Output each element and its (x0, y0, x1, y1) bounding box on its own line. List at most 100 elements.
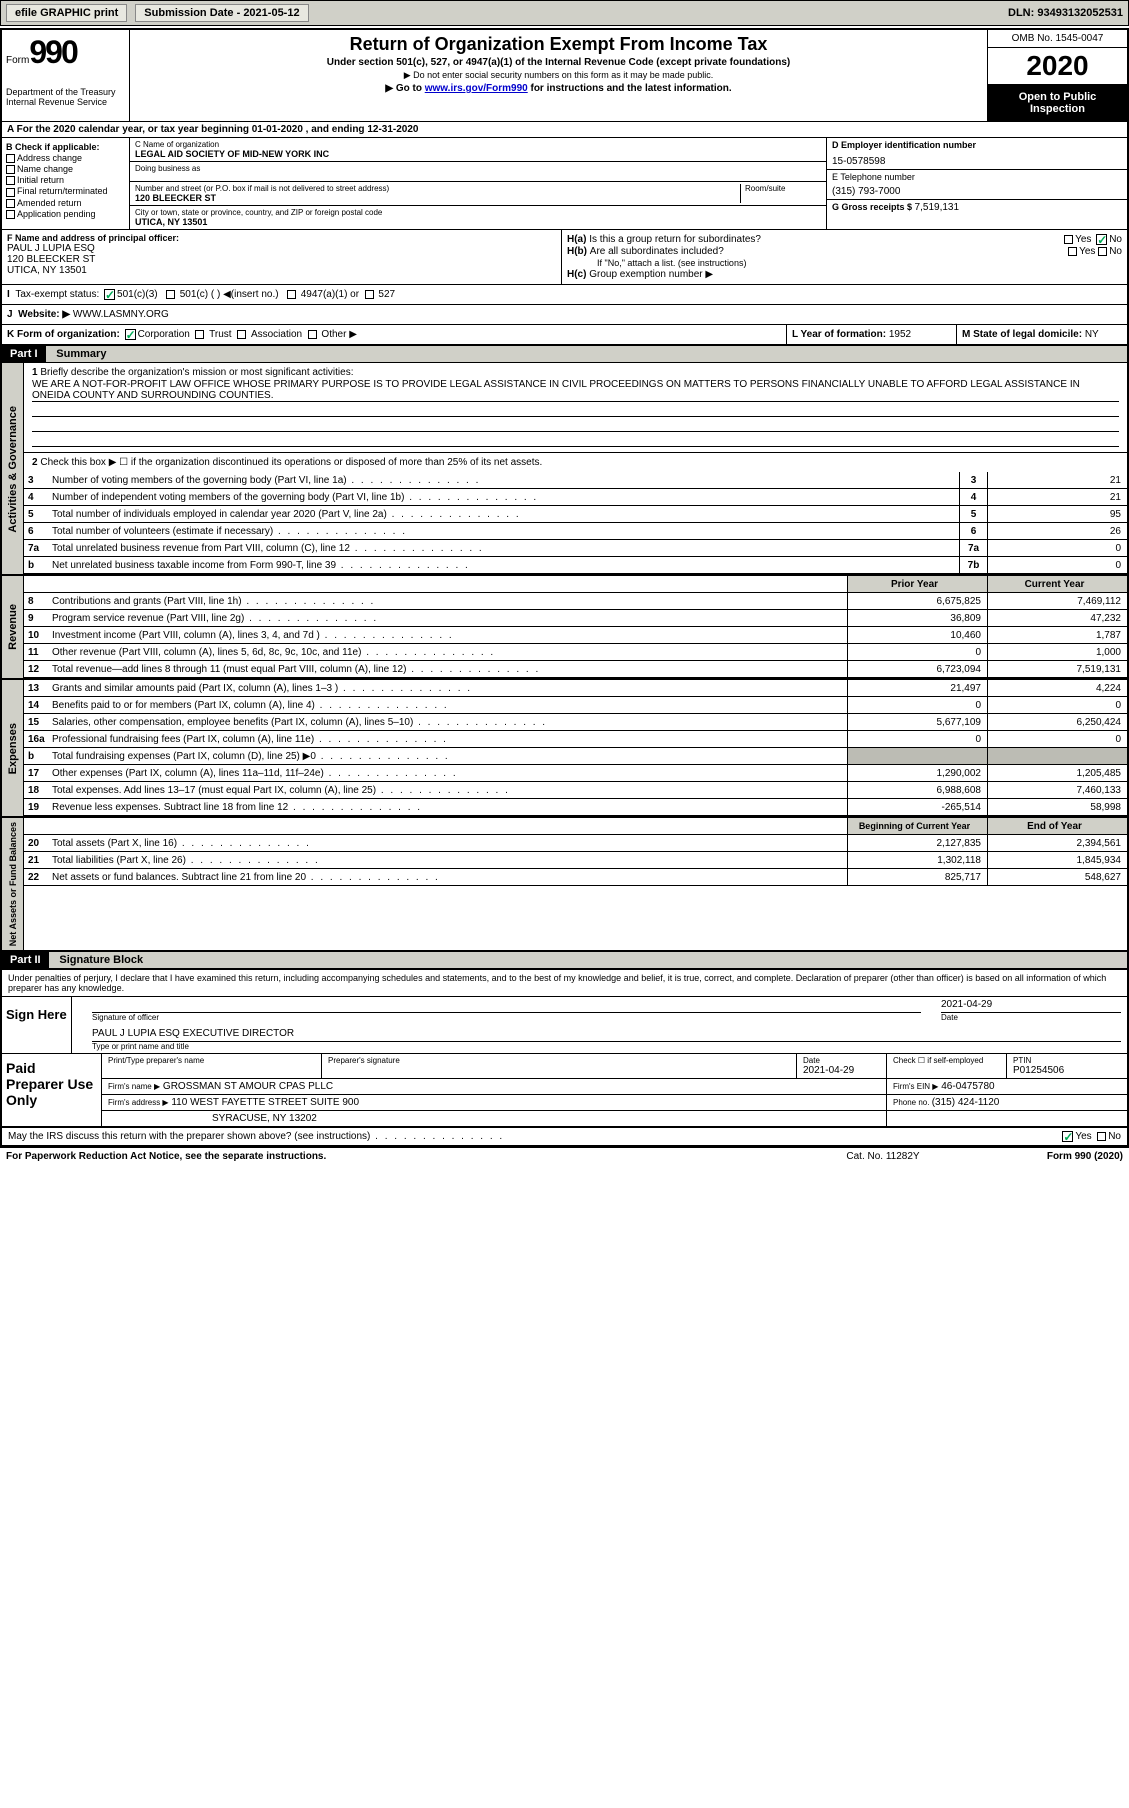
line-18: 18 Total expenses. Add lines 13–17 (must… (24, 782, 1127, 799)
line-16a: 16a Professional fundraising fees (Part … (24, 731, 1127, 748)
section-f: F Name and address of principal officer:… (2, 230, 562, 284)
ein-row: D Employer identification number 15-0578… (827, 138, 1127, 170)
form-id-block: Form 990 Department of the Treasury Inte… (2, 30, 130, 121)
line-9: 9 Program service revenue (Part VIII, li… (24, 610, 1127, 627)
officer-street: 120 BLEECKER ST (7, 254, 556, 265)
cb-initial-return: Initial return (6, 175, 125, 185)
section-k: K Form of organization: Corporation Trus… (2, 325, 787, 344)
sign-here-label: Sign Here (2, 997, 72, 1053)
cb-amended-return: Amended return (6, 198, 125, 208)
section-l: L Year of formation: 1952 (787, 325, 957, 344)
section-i: I Tax-exempt status: 501(c)(3) 501(c) ( … (2, 285, 1127, 305)
line-b: b Net unrelated business taxable income … (24, 557, 1127, 574)
city-row: City or town, state or province, country… (130, 206, 826, 229)
perjury-declaration: Under penalties of perjury, I declare th… (2, 970, 1127, 997)
officer-city: UTICA, NY 13501 (7, 265, 556, 276)
form-header: Form 990 Department of the Treasury Inte… (2, 30, 1127, 122)
section-j: J Website: ▶ WWW.LASMNY.ORG (2, 305, 1127, 325)
net-assets-section: Net Assets or Fund Balances Beginning of… (2, 818, 1127, 952)
form-subtitle-2: ▶ Do not enter social security numbers o… (134, 70, 983, 81)
expenses-section: Expenses 13 Grants and similar amounts p… (2, 680, 1127, 818)
sign-date: 2021-04-29 (941, 999, 1121, 1013)
line-1: 1 Briefly describe the organization's mi… (24, 363, 1127, 452)
gross-row: G Gross receipts $ 7,519,131 (827, 200, 1127, 224)
line-a: A For the 2020 calendar year, or tax yea… (2, 122, 1127, 138)
city-state-zip: UTICA, NY 13501 (135, 217, 821, 227)
section-m: M State of legal domicile: NY (957, 325, 1127, 344)
section-c: C Name of organization LEGAL AID SOCIETY… (130, 138, 827, 229)
tax-year: 2020 (988, 48, 1127, 85)
cb-name-change: Name change (6, 164, 125, 174)
form-word: Form (6, 55, 29, 66)
line-2: 2 Check this box ▶ ☐ if the organization… (24, 452, 1127, 472)
cb-address-change: Address change (6, 153, 125, 163)
line-14: 14 Benefits paid to or for members (Part… (24, 697, 1127, 714)
cat-number: Cat. No. 11282Y (783, 1151, 983, 1162)
dln: DLN: 93493132052531 (1008, 7, 1123, 19)
firm-name: GROSSMAN ST AMOUR CPAS PLLC (163, 1081, 333, 1092)
cb-final-return: Final return/terminated (6, 186, 125, 196)
line-19: 19 Revenue less expenses. Subtract line … (24, 799, 1127, 816)
street-row: Number and street (or P.O. box if mail i… (130, 182, 826, 206)
firm-phone: (315) 424-1120 (932, 1097, 1000, 1108)
rev-header-row: Prior Year Current Year (24, 576, 1127, 593)
cb-application-pending: Application pending (6, 209, 125, 219)
website-value: WWW.LASMNY.ORG (73, 309, 169, 320)
form-title: Return of Organization Exempt From Incom… (134, 34, 983, 55)
line-5: 5 Total number of individuals employed i… (24, 506, 1127, 523)
pra-notice: For Paperwork Reduction Act Notice, see … (6, 1151, 783, 1162)
line-12: 12 Total revenue—add lines 8 through 11 … (24, 661, 1127, 678)
section-b: B Check if applicable: Address change Na… (2, 138, 130, 229)
form-subtitle-1: Under section 501(c), 527, or 4947(a)(1)… (134, 57, 983, 68)
mission-text: WE ARE A NOT-FOR-PROFIT LAW OFFICE WHOSE… (32, 379, 1119, 402)
ein-value: 15-0578598 (832, 156, 1122, 167)
form-year-block: OMB No. 1545-0047 2020 Open to Public In… (987, 30, 1127, 121)
efile-header: efile GRAPHIC print Submission Date - 20… (0, 0, 1129, 26)
firm-address-2: SYRACUSE, NY 13202 (102, 1111, 887, 1126)
line-6: 6 Total number of volunteers (estimate i… (24, 523, 1127, 540)
ptin: P01254506 (1013, 1065, 1121, 1076)
revenue-section: Revenue Prior Year Current Year 8 Contri… (2, 576, 1127, 680)
firm-ein: 46-0475780 (941, 1081, 994, 1092)
activities-section: Activities & Governance 1 Briefly descri… (2, 363, 1127, 576)
line-7a: 7a Total unrelated business revenue from… (24, 540, 1127, 557)
form-ref: Form 990 (2020) (983, 1151, 1123, 1162)
omb-number: OMB No. 1545-0047 (988, 30, 1127, 48)
section-f-h: F Name and address of principal officer:… (2, 230, 1127, 285)
submission-date: Submission Date - 2021-05-12 (135, 4, 308, 22)
line-20: 20 Total assets (Part X, line 16) 2,127,… (24, 835, 1127, 852)
form-subtitle-3: ▶ Go to www.irs.gov/Form990 for instruct… (134, 83, 983, 94)
officer-name: PAUL J LUPIA ESQ (7, 243, 556, 254)
tel-value: (315) 793-7000 (832, 186, 1122, 197)
signature-section: Under penalties of perjury, I declare th… (2, 969, 1127, 1127)
org-name-row: C Name of organization LEGAL AID SOCIETY… (130, 138, 826, 162)
part-2-header: Part II Signature Block (2, 952, 1127, 969)
officer-signature[interactable] (92, 999, 921, 1013)
net-header-row: Beginning of Current Year End of Year (24, 818, 1127, 835)
officer-printed-name: PAUL J LUPIA ESQ EXECUTIVE DIRECTOR (92, 1028, 1121, 1042)
line-10: 10 Investment income (Part VIII, column … (24, 627, 1127, 644)
street-address: 120 BLEECKER ST (135, 193, 736, 203)
line-17: 17 Other expenses (Part IX, column (A), … (24, 765, 1127, 782)
line-11: 11 Other revenue (Part VIII, column (A),… (24, 644, 1127, 661)
page-footer: For Paperwork Reduction Act Notice, see … (0, 1148, 1129, 1165)
b-header: B Check if applicable: (6, 142, 125, 152)
section-h: H(a) Is this a group return for subordin… (562, 230, 1127, 284)
irs-link[interactable]: www.irs.gov/Form990 (425, 83, 528, 94)
prep-date: 2021-04-29 (803, 1065, 880, 1076)
line-4: 4 Number of independent voting members o… (24, 489, 1127, 506)
line-21: 21 Total liabilities (Part X, line 26) 1… (24, 852, 1127, 869)
tel-row: E Telephone number (315) 793-7000 (827, 170, 1127, 200)
form-number: 990 (29, 34, 76, 71)
form-990: Form 990 Department of the Treasury Inte… (0, 28, 1129, 1148)
public-inspection: Open to Public Inspection (988, 85, 1127, 121)
line-15: 15 Salaries, other compensation, employe… (24, 714, 1127, 731)
gross-receipts: 7,519,131 (915, 202, 960, 213)
form-title-block: Return of Organization Exempt From Incom… (130, 30, 987, 121)
dept-treasury: Department of the Treasury Internal Reve… (6, 87, 125, 107)
line-22: 22 Net assets or fund balances. Subtract… (24, 869, 1127, 886)
section-d-e-g: D Employer identification number 15-0578… (827, 138, 1127, 229)
line-13: 13 Grants and similar amounts paid (Part… (24, 680, 1127, 697)
part-1-header: Part I Summary (2, 346, 1127, 363)
line-8: 8 Contributions and grants (Part VIII, l… (24, 593, 1127, 610)
